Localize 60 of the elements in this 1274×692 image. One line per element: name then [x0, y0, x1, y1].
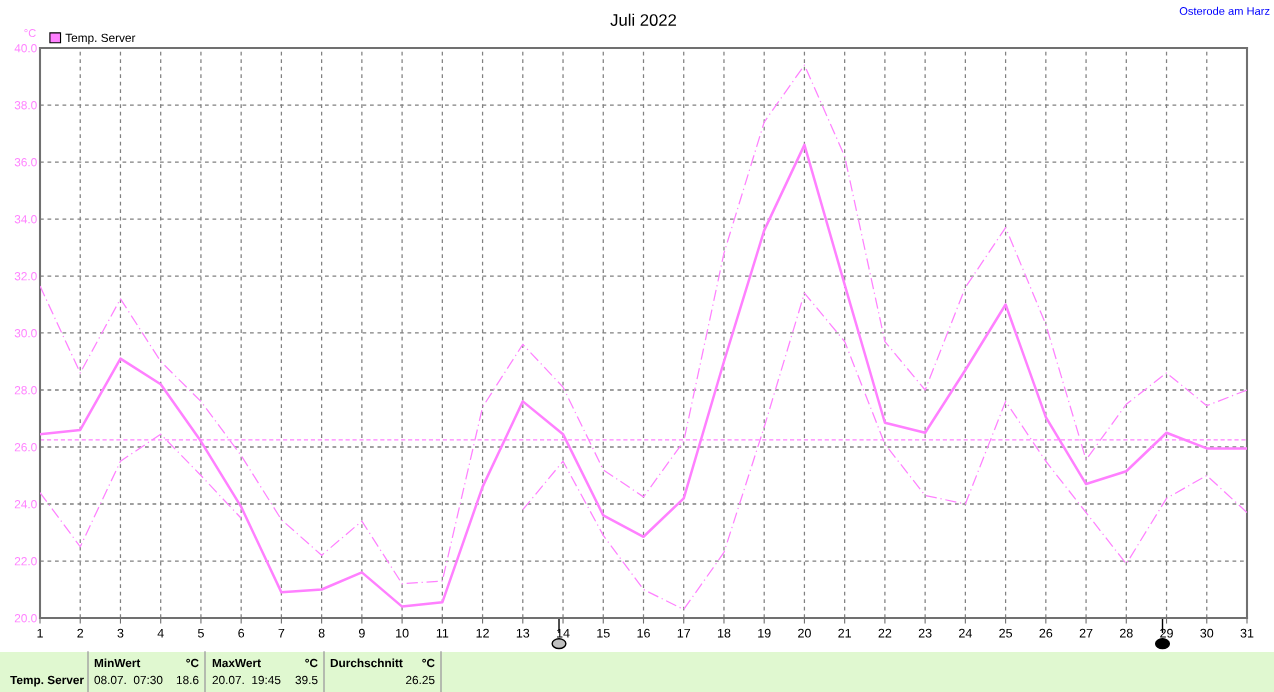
x-tick-label: 24 [959, 628, 972, 638]
text: 18.6 [176, 675, 199, 685]
y-tick-label: 38.0 [14, 101, 37, 110]
y-tick-label: 40.0 [14, 44, 37, 53]
text: Durchschnitt [330, 658, 403, 668]
text: Temp. Server [10, 675, 84, 687]
x-tick-label: 7 [278, 628, 285, 638]
y-axis-title: °C [24, 29, 36, 37]
y-tick-label: 24.0 [14, 500, 37, 509]
x-tick-label: 25 [999, 628, 1013, 638]
x-tick-label: 11 [436, 628, 449, 638]
x-tick-label: 1 [37, 628, 43, 638]
line-series [40, 64, 1247, 585]
x-tick-label: 16 [637, 628, 650, 638]
x-tick-label: 27 [1079, 628, 1093, 638]
x-tick-label: 17 [677, 628, 691, 638]
x-tick-label: 14 [557, 628, 570, 638]
text: 26.25 [406, 675, 435, 685]
x-tick-label: 4 [157, 628, 164, 638]
line-series [40, 143, 1247, 608]
x-tick-label: 5 [197, 628, 204, 638]
x-tick-label: 6 [238, 628, 245, 638]
x-tick-label: 18 [717, 628, 731, 638]
y-tick-label: 26.0 [14, 443, 37, 452]
x-tick-label: 19 [758, 628, 771, 638]
x-tick-label: 9 [358, 628, 365, 638]
text: °C [186, 658, 199, 668]
x-tick-label: 21 [838, 628, 852, 638]
x-tick-label: 20 [798, 628, 811, 638]
y-tick-label: 36.0 [14, 158, 37, 167]
y-tick-label: 32.0 [14, 272, 37, 281]
x-tick-label: 23 [918, 628, 932, 638]
text: Osterode am Harz [1179, 6, 1270, 15]
x-tick-label: 26 [1039, 628, 1053, 638]
text: °C [422, 658, 435, 668]
legend-label: Temp. Server [65, 33, 136, 45]
x-tick-label: 15 [597, 628, 610, 638]
x-tick-label: 28 [1119, 628, 1133, 638]
x-tick-label: 13 [516, 628, 530, 638]
text: 20.07. 19:45 [212, 675, 281, 685]
y-tick-label: 28.0 [14, 386, 37, 395]
y-tick-label: 20.0 [14, 614, 37, 623]
text: 08.07. 07:30 [94, 675, 163, 685]
x-tick-label: 3 [117, 628, 124, 638]
x-tick-label: 8 [318, 628, 325, 638]
x-tick-label: 30 [1200, 628, 1214, 638]
y-tick-label: 30.0 [14, 329, 37, 338]
x-tick-label: 10 [396, 628, 409, 638]
chart-title: Juli 2022 [610, 13, 677, 26]
x-tick-label: 2 [77, 628, 84, 638]
x-tick-label: 12 [476, 628, 489, 638]
x-tick-label: 31 [1240, 628, 1254, 638]
y-tick-label: 22.0 [14, 557, 37, 566]
text: °C [305, 658, 318, 668]
x-tick-label: 22 [878, 628, 892, 638]
y-tick-label: 34.0 [14, 215, 37, 224]
text: 39.5 [295, 675, 318, 685]
x-tick-label: 29 [1160, 628, 1173, 638]
text: MinWert [94, 658, 141, 668]
text: MaxWert [212, 658, 261, 668]
